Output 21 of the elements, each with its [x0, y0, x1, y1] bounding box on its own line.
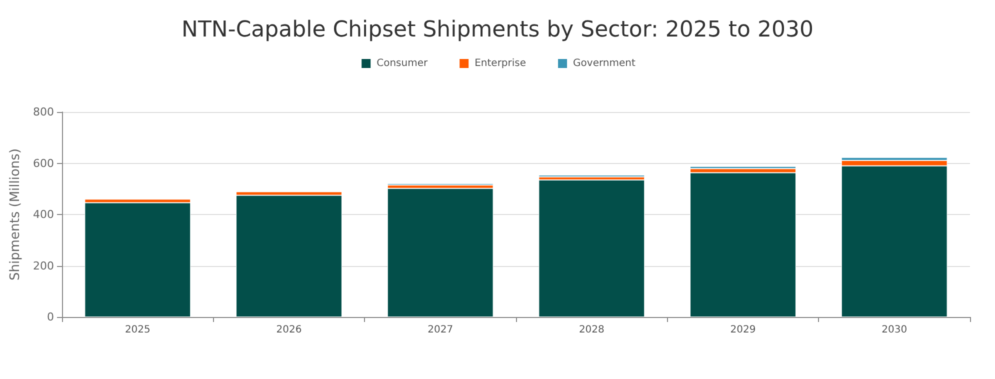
x-tick-label: 2030 [882, 324, 908, 336]
y-tick-label: 800 [33, 106, 54, 118]
x-tick-label: 2028 [578, 324, 604, 336]
bar [538, 180, 645, 317]
y-tick-label: 400 [33, 208, 54, 221]
x-tick-label: 2026 [276, 324, 302, 336]
y-tick-label: 200 [33, 259, 54, 272]
y-tick-label: 0 [47, 310, 54, 324]
y-tick-label: 600 [33, 156, 54, 170]
x-tick-label: 2027 [428, 324, 454, 336]
x-tick-label: 2025 [124, 324, 150, 336]
bar [387, 188, 494, 317]
y-axis-title: Shipments (Millions) [8, 148, 23, 281]
bar [690, 172, 796, 317]
x-tick-label: 2029 [730, 324, 756, 336]
bar [84, 202, 191, 317]
legend-label: Government [573, 58, 636, 69]
legend-label: Enterprise [474, 58, 526, 69]
legend-label: Consumer [376, 58, 428, 69]
bar [236, 195, 342, 317]
chart-title: NTN-Capable Chipset Shipments by Sector: 2025 to 2030 [182, 18, 814, 42]
